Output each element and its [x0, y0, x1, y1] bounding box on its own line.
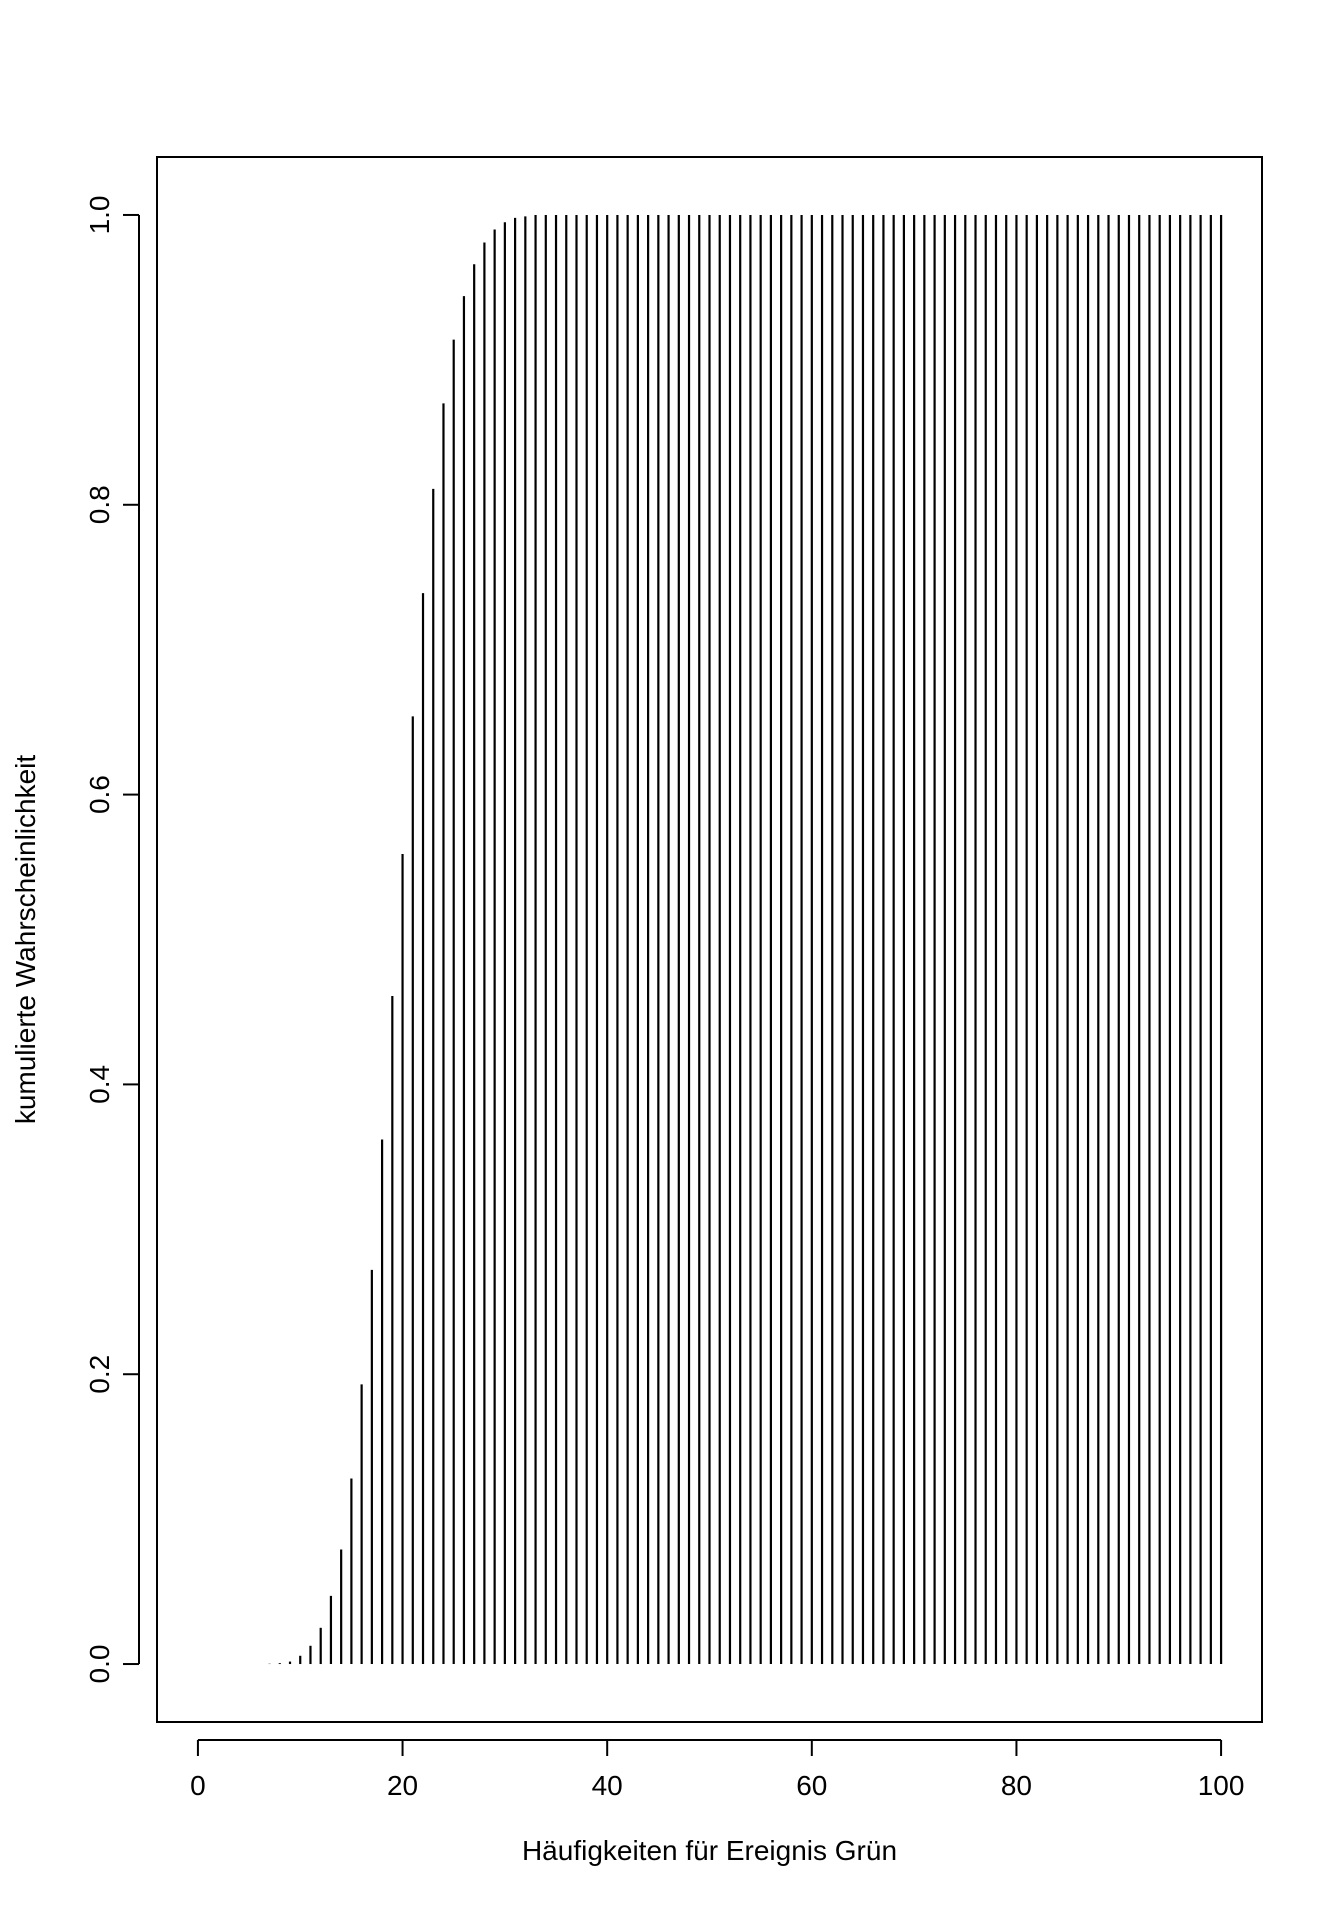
x-tick-label: 0	[190, 1770, 206, 1801]
x-tick-label: 20	[387, 1770, 418, 1801]
plot-frame	[156, 156, 1263, 1723]
bars-group	[268, 214, 1223, 1665]
x-tick-label: 80	[1001, 1770, 1032, 1801]
y-tick-label: 0.6	[84, 775, 115, 814]
y-tick-label: 0.2	[84, 1355, 115, 1394]
y-tick-label: 0.0	[84, 1645, 115, 1684]
x-tick-label: 100	[1198, 1770, 1245, 1801]
y-tick-label: 0.8	[84, 485, 115, 524]
x-axis-label: Häufigkeiten für Ereignis Grün	[522, 1835, 897, 1866]
y-axis: 0.0 0.2 0.4 0.6 0.8 1.0	[84, 195, 140, 1684]
x-tick-label: 60	[796, 1770, 827, 1801]
y-tick-label: 1.0	[84, 195, 115, 234]
x-axis: 0 20 40 60 80 100	[190, 1739, 1245, 1801]
x-tick-label: 40	[592, 1770, 623, 1801]
y-tick-label: 0.4	[84, 1065, 115, 1104]
y-axis-label: kumulierte Wahrscheinlichkeit	[10, 755, 41, 1125]
